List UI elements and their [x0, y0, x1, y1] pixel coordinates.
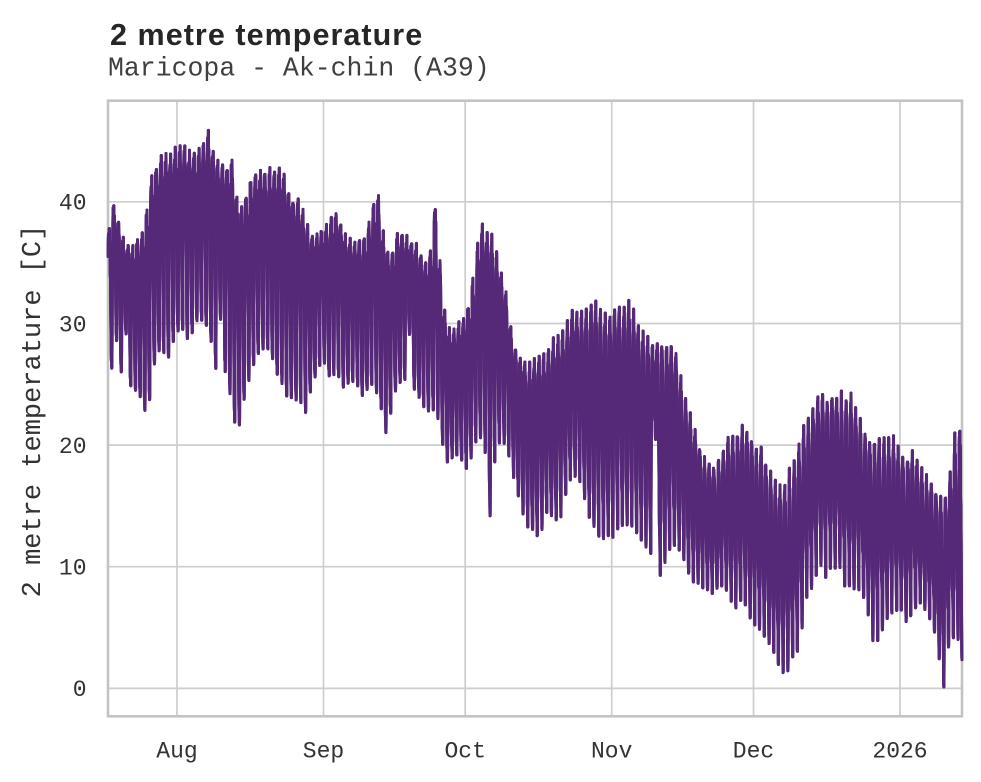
svg-text:Oct: Oct [444, 738, 485, 764]
svg-text:2 metre temperature [C]: 2 metre temperature [C] [19, 225, 49, 598]
svg-text:Dec: Dec [733, 738, 774, 764]
svg-text:Maricopa - Ak-chin (A39): Maricopa - Ak-chin (A39) [108, 54, 490, 84]
svg-text:2026: 2026 [872, 738, 927, 764]
svg-text:Aug: Aug [156, 738, 197, 764]
svg-text:30: 30 [59, 312, 87, 338]
svg-text:20: 20 [59, 434, 87, 460]
svg-text:Nov: Nov [591, 738, 633, 764]
svg-text:40: 40 [59, 191, 87, 217]
svg-text:Sep: Sep [303, 738, 344, 764]
svg-text:2 metre temperature: 2 metre temperature [110, 18, 423, 52]
svg-text:10: 10 [59, 556, 87, 582]
